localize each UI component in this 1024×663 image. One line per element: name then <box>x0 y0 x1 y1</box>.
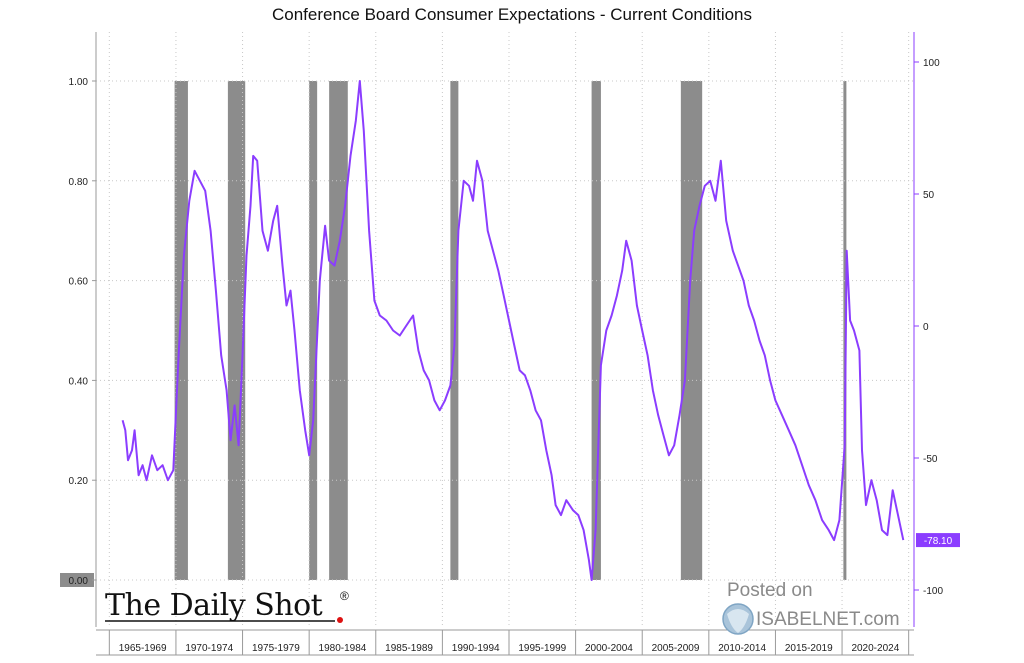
x-period-label-2: 1975-1979 <box>252 643 300 654</box>
x-period-label-5: 1990-1994 <box>452 643 500 654</box>
left-tick-label-1: 0.20 <box>69 476 89 487</box>
series-line-group <box>121 80 905 581</box>
x-axis-labels: 1965-1969 1970-1974 1975-1979 1980-1984 1985… <box>119 643 900 654</box>
registered-mark: ® <box>340 589 349 603</box>
logo-red-dot <box>337 617 343 623</box>
recession-band-5 <box>591 81 601 580</box>
isabelnet-site-text: ISABELNET.com <box>756 609 900 630</box>
axes <box>95 32 915 656</box>
right-tick-label-3: 50 <box>923 190 935 201</box>
x-period-label-7: 2000-2004 <box>585 643 633 654</box>
right-tick-label-0: -100 <box>923 586 943 597</box>
left-axis-ticks: 0.00 0.20 0.40 0.60 0.80 1.00 <box>60 77 96 587</box>
globe-highlight-icon <box>727 609 749 633</box>
chart-title: Conference Board Consumer Expectations -… <box>271 5 753 24</box>
last-value-bg <box>916 533 960 548</box>
left-zero-badge <box>60 573 94 587</box>
x-period-label-10: 2015-2019 <box>785 643 833 654</box>
left-tick-label-5: 1.00 <box>69 77 89 88</box>
left-tick-label-0: 0.00 <box>69 576 89 587</box>
x-period-label-1: 1970-1974 <box>185 643 233 654</box>
left-tick-label-4: 0.80 <box>69 177 89 188</box>
right-tick-label-4: 100 <box>923 58 940 69</box>
x-period-label-0: 1965-1969 <box>119 643 167 654</box>
isabelnet-branding: Posted on ISABELNET.com <box>722 580 900 635</box>
x-period-label-11: 2020-2024 <box>851 643 899 654</box>
posted-on-text: Posted on <box>727 580 813 601</box>
last-value-badge: -78.10 <box>916 533 960 548</box>
series-line <box>121 80 905 581</box>
left-tick-label-2: 0.40 <box>69 376 89 387</box>
period-separators <box>108 630 910 655</box>
x-period-label-8: 2005-2009 <box>652 643 700 654</box>
last-value-text: -78.10 <box>924 536 953 547</box>
left-tick-label-3: 0.60 <box>69 277 89 288</box>
recession-bands <box>174 81 847 580</box>
x-period-label-9: 2010-2014 <box>718 643 766 654</box>
x-period-label-6: 1995-1999 <box>518 643 566 654</box>
grid-lines <box>96 32 914 627</box>
recession-band-6 <box>680 81 703 580</box>
daily-shot-logo: The Daily Shot ® <box>105 588 349 623</box>
recession-band-0 <box>174 81 188 580</box>
recession-band-1 <box>227 81 246 580</box>
daily-shot-logo-text: The Daily Shot <box>105 588 323 623</box>
x-period-label-3: 1980-1984 <box>319 643 367 654</box>
right-axis-ticks: -100 -50 0 50 100 <box>914 58 943 597</box>
recession-band-3 <box>329 81 348 580</box>
recession-band-2 <box>309 81 318 580</box>
right-tick-label-2: 0 <box>923 322 929 333</box>
x-period-label-4: 1985-1989 <box>385 643 433 654</box>
right-tick-label-1: -50 <box>923 454 938 465</box>
